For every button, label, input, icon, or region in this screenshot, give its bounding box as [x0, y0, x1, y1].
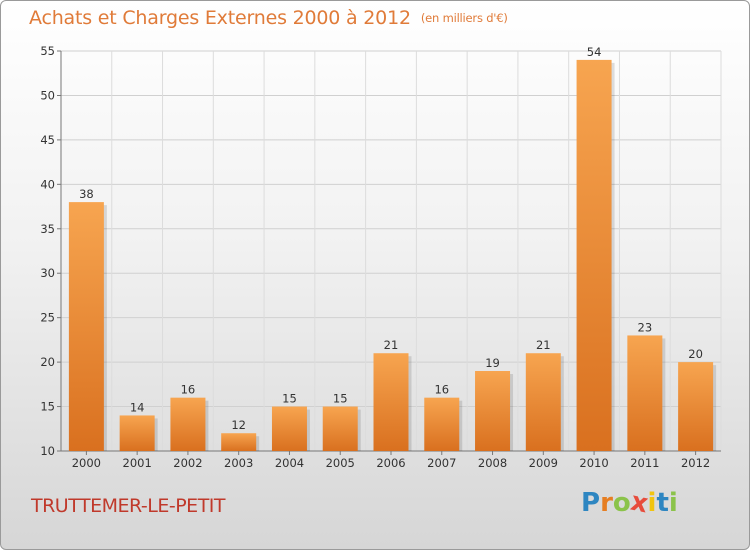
bar: [475, 371, 511, 451]
city-name: TRUTTEMER-LE-PETIT: [31, 495, 226, 517]
logo-letter: P: [581, 488, 601, 518]
y-tick-label: 25: [40, 311, 55, 325]
x-tick-label: 2007: [427, 456, 456, 470]
y-tick-label: 30: [40, 266, 55, 280]
x-tick-label: 2011: [630, 456, 659, 470]
bar: [221, 433, 257, 451]
bar-value-label: 19: [485, 356, 500, 370]
logo-letter: r: [600, 488, 613, 518]
bar: [678, 362, 714, 451]
x-tick-label: 2000: [72, 456, 101, 470]
bar-value-label: 38: [79, 187, 94, 201]
bar-value-label: 15: [333, 392, 348, 406]
y-tick-label: 40: [40, 177, 55, 191]
bar-value-label: 21: [384, 338, 399, 352]
x-tick-label: 2002: [173, 456, 202, 470]
bar-value-label: 23: [638, 320, 653, 334]
bar: [424, 397, 460, 451]
bars: [68, 59, 717, 452]
logo-letter: i: [647, 488, 657, 518]
y-tick-label: 20: [40, 355, 55, 369]
chart-title-text: Achats et Charges Externes 2000 à 2012: [29, 7, 411, 29]
bar: [271, 406, 307, 451]
y-tick-label: 50: [40, 88, 55, 102]
bar: [576, 59, 612, 452]
bar-value-label: 14: [130, 400, 145, 414]
x-tick-label: 2009: [529, 456, 558, 470]
x-tick-label: 2003: [224, 456, 253, 470]
bar: [525, 353, 561, 451]
chart-subtitle: (en milliers d'€): [420, 11, 508, 25]
logo-letter: i: [668, 488, 678, 518]
bar-value-label: 16: [434, 383, 449, 397]
y-tick-label: 45: [40, 133, 55, 147]
x-tick-label: 2001: [123, 456, 152, 470]
x-tick-label: 2004: [275, 456, 304, 470]
x-tick-label: 2012: [681, 456, 710, 470]
bar: [373, 353, 409, 451]
x-tick-label: 2005: [326, 456, 355, 470]
bar-value-label: 15: [282, 392, 297, 406]
x-tick-label: 2006: [376, 456, 405, 470]
bar: [68, 202, 104, 451]
bar: [322, 406, 358, 451]
bar: [170, 397, 206, 451]
proxiti-logo: Proxiti: [581, 487, 678, 520]
bar-value-label: 20: [688, 347, 703, 361]
logo-letter: o: [612, 488, 631, 518]
logo-letter: t: [656, 488, 669, 518]
y-tick-label: 15: [40, 400, 55, 414]
y-tick-label: 35: [40, 222, 55, 236]
axes: 10 15 20 25 30 35 40 45 50 55 2000 2001 2002 2003 2004…: [40, 44, 721, 470]
chart-title: Achats et Charges Externes 2000 à 2012 (e…: [29, 7, 508, 29]
bar-value-label: 12: [231, 418, 246, 432]
y-tick-label: 10: [40, 444, 55, 458]
x-tick-label: 2010: [579, 456, 608, 470]
bar: [119, 415, 155, 451]
y-tick-label: 55: [40, 44, 55, 58]
x-tick-label: 2008: [478, 456, 507, 470]
data-labels: 38 14 16 12 15 15 21 16 19 21 54 23 20: [79, 45, 703, 432]
bar-value-label: 54: [587, 45, 602, 59]
bar-value-label: 21: [536, 338, 551, 352]
bar-value-label: 16: [181, 383, 196, 397]
bar: [627, 335, 663, 451]
